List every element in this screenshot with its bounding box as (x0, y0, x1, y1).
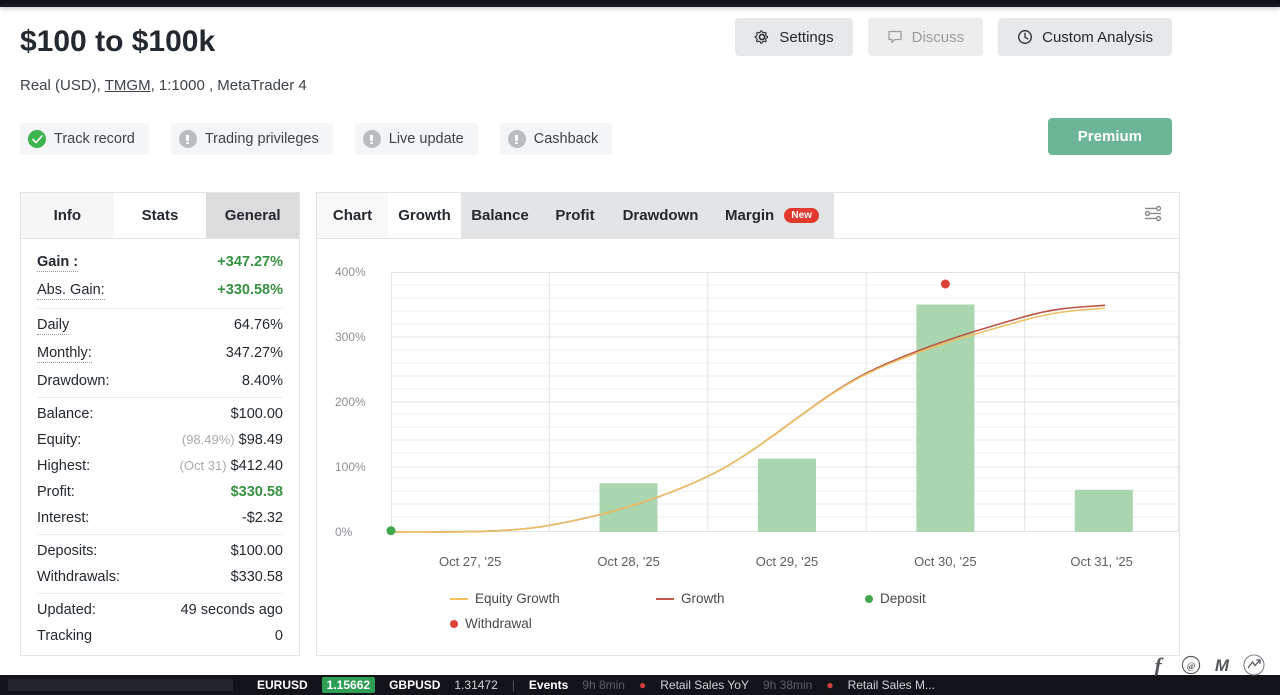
svg-text:@: @ (1187, 661, 1195, 671)
svg-text:f: f (1154, 654, 1164, 676)
svg-text:M: M (1215, 656, 1230, 675)
